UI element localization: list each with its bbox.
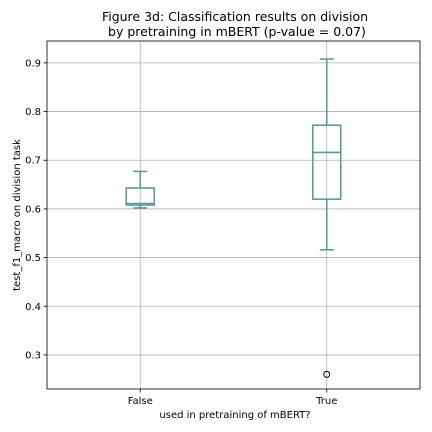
iqr-box [125, 187, 156, 206]
x-tick-label: True [315, 396, 337, 407]
y-tick-label: 0.4 [25, 302, 41, 313]
plot-area: 0.3 0.4 0.5 0.6 0.7 0.8 0.9 False True [25, 41, 420, 407]
y-tick-label: 0.5 [25, 253, 41, 264]
y-tick-label: 0.9 [25, 58, 41, 69]
y-tick-label: 0.7 [25, 156, 41, 167]
x-axis-label: used in pretraining of mBERT? [159, 410, 310, 421]
y-axis-label: test_f1_macro on division task [12, 139, 23, 291]
y-tick-label: 0.8 [25, 107, 41, 118]
iqr-box [311, 124, 342, 200]
outlier-point [323, 370, 331, 378]
y-tick-label: 0.6 [25, 204, 41, 215]
x-tick-label: False [128, 396, 153, 407]
y-tick-label: 0.3 [25, 350, 41, 361]
chart-title-line-1: Figure 3d: Classification results on div… [102, 9, 368, 24]
plot-frame [46, 40, 421, 390]
chart-title-line-2: by pretraining in mBERT (p-value = 0.07) [104, 24, 366, 39]
